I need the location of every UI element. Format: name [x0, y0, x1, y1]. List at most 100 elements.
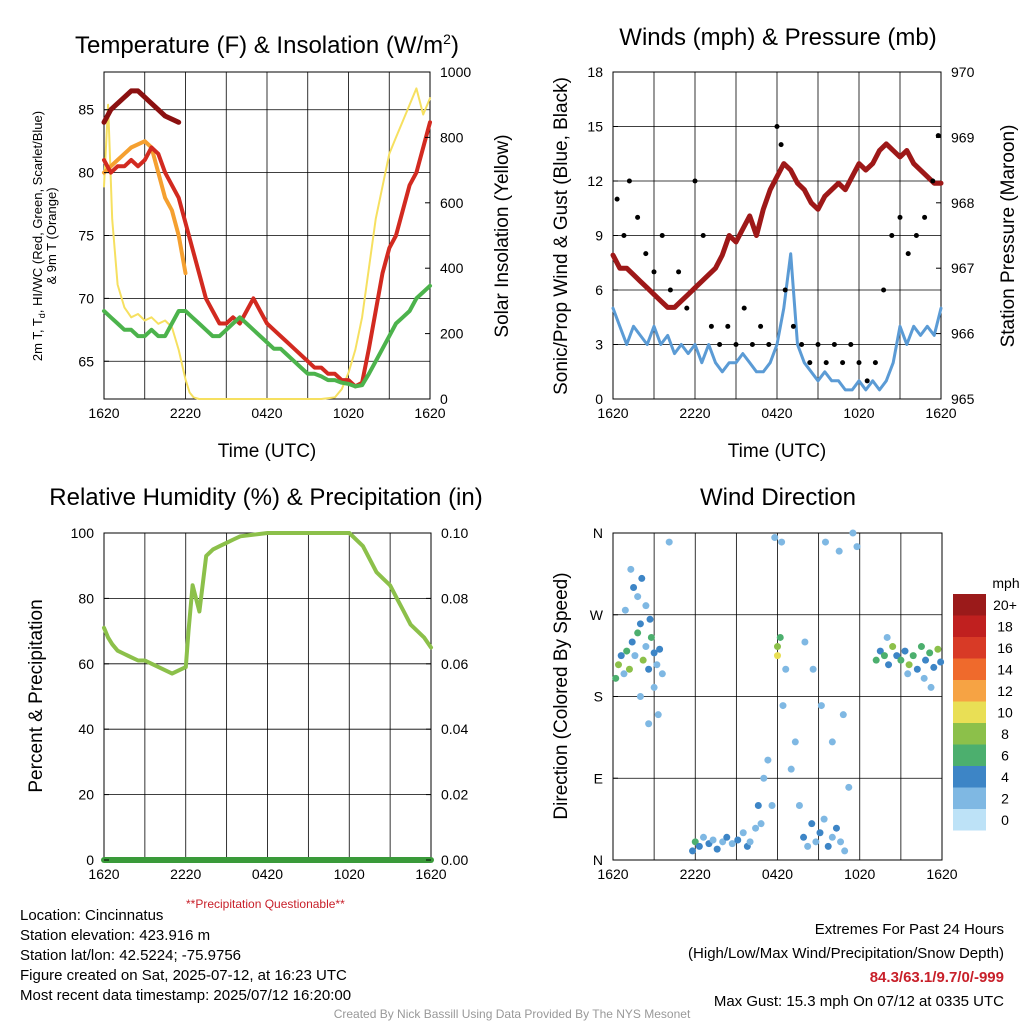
direction-point	[645, 720, 653, 728]
x-tick-label: 0420	[252, 866, 283, 882]
green-temperature-line	[102, 283, 432, 389]
direction-point	[817, 702, 825, 710]
panel-title-temperature: Temperature (F) & Insolation (W/m2)	[75, 31, 459, 59]
extremes-box: Extremes For Past 24 Hours (High/Low/Max…	[524, 918, 1004, 1014]
created-text: Figure created on Sat, 2025-07-12, at 16…	[20, 967, 347, 984]
direction-point	[627, 565, 635, 573]
direction-point	[774, 643, 781, 651]
direction-point	[691, 838, 699, 846]
speed-legend-label: 0	[1001, 812, 1009, 828]
speed-legend-swatch	[953, 701, 986, 723]
direction-point	[849, 529, 857, 537]
x-tick-label: 0420	[251, 405, 282, 421]
direction-point	[917, 643, 925, 651]
direction-point	[816, 829, 824, 837]
direction-point	[638, 574, 646, 582]
direction-point	[746, 838, 754, 846]
direction-point	[647, 633, 655, 641]
direction-point	[824, 842, 832, 850]
direction-point	[689, 847, 697, 855]
y-tick-label-right: 800	[440, 129, 464, 145]
panel-title-winds: Winds (mph) & Pressure (mb)	[619, 24, 936, 51]
speed-legend: 20+ 18 16 14 12 10 8 6 4 2 0	[953, 594, 1017, 831]
humidity-series	[101, 531, 434, 863]
gust-point	[790, 323, 796, 329]
orange-temperature-line	[102, 139, 188, 276]
x-tick-label: 0420	[761, 405, 792, 421]
humidity-left-axis-label: Percent & Precipitation	[26, 599, 47, 792]
speed-legend-unit: mph	[992, 575, 1019, 591]
direction-point	[734, 836, 742, 844]
gust-point	[913, 233, 919, 238]
speed-legend-label: 8	[1001, 726, 1009, 742]
speed-legend-swatch	[953, 658, 986, 680]
extremes-title: Extremes For Past 24 Hours	[814, 921, 1004, 938]
panel-direction: Wind Direction 1620 2220 0420 1020 1620NESWN…	[551, 484, 1020, 882]
direction-point	[835, 547, 843, 555]
y-tick-label-left: 65	[78, 353, 94, 369]
x-tick-label: 1620	[88, 405, 119, 421]
gust-point	[897, 214, 903, 220]
direction-left-axis-label: Direction (Colored By Speed)	[551, 572, 572, 819]
y-tick-label-left: S	[594, 689, 603, 705]
y-tick-label-left: W	[590, 607, 604, 623]
scarlet-temperature-line	[101, 88, 182, 125]
direction-point	[623, 647, 631, 655]
speed-legend-swatch	[953, 637, 986, 659]
direction-point	[883, 633, 891, 641]
gust-point	[700, 233, 706, 238]
direction-point	[636, 693, 644, 700]
direction-point	[880, 652, 888, 660]
speed-legend-swatch	[953, 809, 986, 831]
direction-point	[909, 652, 917, 660]
station-info: Location: Cincinnatus Station elevation:…	[20, 906, 351, 1006]
gust-point	[659, 233, 665, 238]
winds-left-axis-label: Sonic/Prop Wind & Gust (Blue, Black)	[551, 77, 572, 395]
speed-legend-swatch	[953, 615, 986, 637]
winds-series	[610, 124, 944, 392]
location-text: Location: Cincinnatus	[20, 907, 164, 924]
gust-point	[676, 269, 682, 275]
speed-legend-swatch	[953, 723, 986, 745]
gust-point	[864, 378, 870, 384]
y-tick-label-left: E	[594, 770, 603, 786]
speed-legend-swatch	[953, 766, 986, 788]
y-tick-label-left: 12	[587, 173, 603, 189]
y-tick-label-right: 0.02	[441, 787, 468, 803]
y-tick-label-left: 6	[595, 282, 603, 298]
y-tick-label-right: 200	[440, 326, 464, 342]
x-tick-label: 1620	[88, 866, 119, 882]
direction-point	[885, 661, 893, 669]
x-tick-label: 1020	[334, 866, 365, 882]
direction-point	[800, 833, 808, 841]
gust-point	[872, 360, 878, 366]
direction-point	[937, 658, 945, 666]
gust-point	[823, 360, 829, 366]
direction-point	[621, 606, 629, 614]
y-tick-label-right: 966	[951, 326, 975, 342]
direction-point	[654, 711, 662, 719]
y-tick-label-left: 18	[587, 64, 603, 80]
direction-point	[791, 738, 799, 746]
panel-temperature: Temperature (F) & Insolation (W/m2) 1620…	[30, 31, 513, 462]
x-tick-label: 0420	[762, 866, 793, 882]
gust-point	[922, 214, 928, 220]
direction-point	[904, 670, 912, 678]
x-tick-label: 1620	[925, 405, 956, 421]
gust-point	[935, 133, 941, 139]
gust-point	[856, 360, 862, 366]
x-tick-label: 1020	[844, 866, 875, 882]
direction-point	[768, 802, 776, 809]
y-tick-label-left: 40	[78, 721, 94, 737]
gust-point	[840, 360, 846, 366]
direction-point	[614, 661, 622, 669]
direction-point	[812, 838, 820, 846]
direction-point	[808, 820, 816, 828]
speed-legend-label: 12	[997, 683, 1013, 699]
gust-point	[774, 124, 780, 129]
gust-point	[815, 342, 821, 347]
direction-grid	[613, 533, 942, 860]
y-tick-label-left: 85	[78, 102, 94, 118]
direction-point	[782, 665, 790, 673]
